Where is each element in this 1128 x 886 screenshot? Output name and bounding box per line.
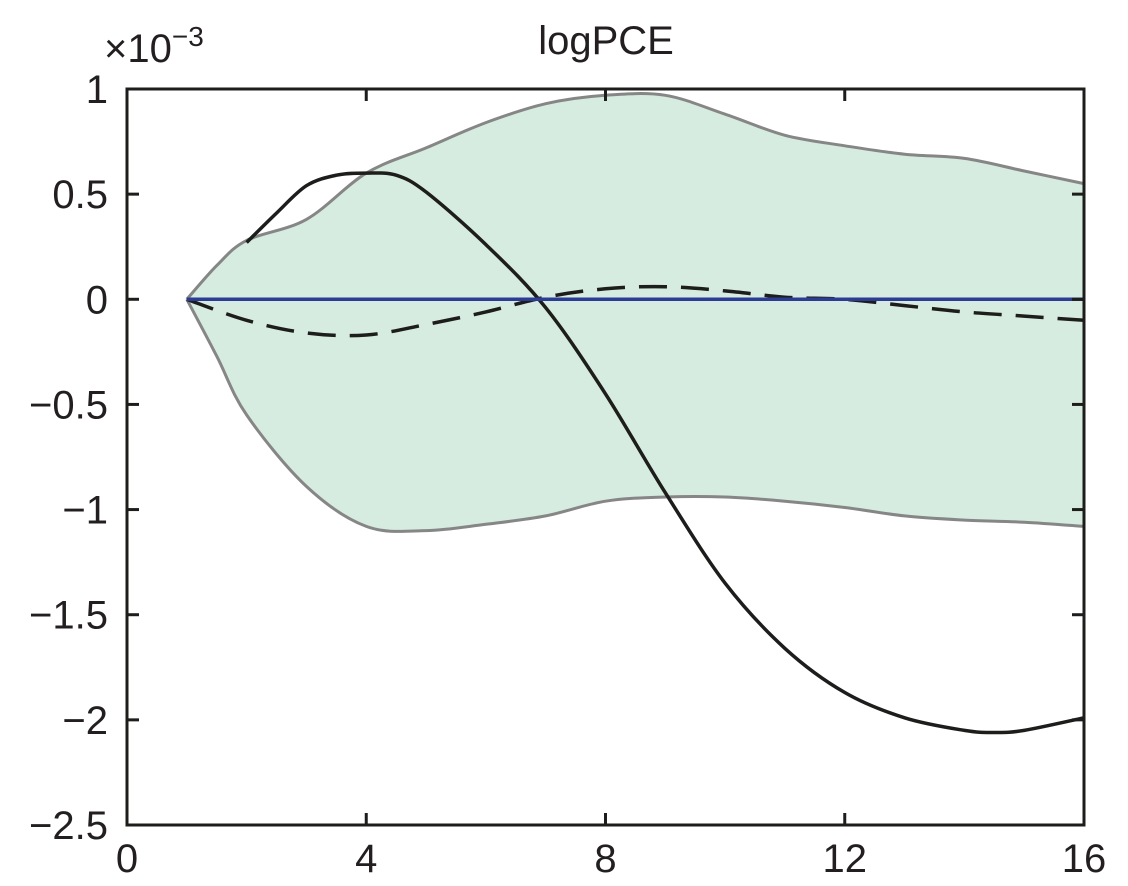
band-upper-edge bbox=[185, 92, 1085, 301]
y-tick-label: −2 bbox=[62, 699, 108, 743]
axes: 0 4 8 12 16 1 0.5 0 −0.5 −1 −1.5 −2 −2.5 bbox=[29, 68, 1106, 881]
x-tick-label: 0 bbox=[116, 837, 138, 881]
y-axis-multiplier: ×10−3 bbox=[104, 21, 204, 71]
y-tick-label: −0.5 bbox=[29, 383, 108, 427]
y-tick-label: 0.5 bbox=[52, 173, 108, 217]
y-tick-label: 0 bbox=[86, 278, 108, 322]
x-tick-label: 4 bbox=[355, 837, 377, 881]
plot-area bbox=[185, 92, 1085, 735]
x-tick-label: 12 bbox=[823, 837, 868, 881]
confidence-band bbox=[186, 93, 1085, 532]
y-tick-label: −1.5 bbox=[29, 594, 108, 638]
series-line-2-dashed bbox=[186, 284, 1085, 338]
x-tick-label: 8 bbox=[594, 837, 616, 881]
y-tick-label: −2.5 bbox=[29, 804, 108, 848]
y-axis-multiplier-base: ×10 bbox=[104, 27, 172, 71]
x-tick-label: 16 bbox=[1062, 837, 1107, 881]
chart-title: logPCE bbox=[538, 19, 674, 63]
y-axis-multiplier-exponent: −3 bbox=[172, 21, 204, 52]
y-tick-label: −1 bbox=[62, 489, 108, 533]
band-lower-edge bbox=[185, 298, 1085, 533]
series-line-1-solid bbox=[245, 171, 1085, 735]
y-tick-label: 1 bbox=[86, 68, 108, 112]
